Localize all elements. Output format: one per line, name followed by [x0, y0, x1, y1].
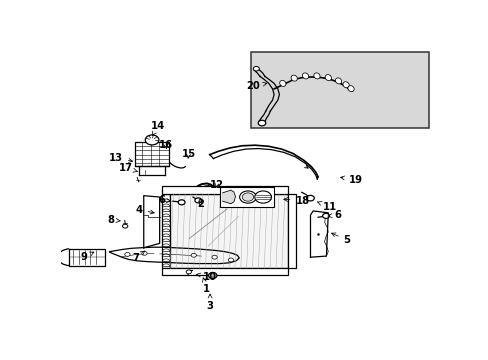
Text: 8: 8 [107, 215, 120, 225]
Text: 18: 18 [283, 195, 309, 206]
Circle shape [186, 270, 191, 274]
Text: 16: 16 [159, 140, 173, 150]
Text: 15: 15 [181, 149, 195, 159]
Text: 6: 6 [158, 195, 171, 205]
Circle shape [124, 252, 130, 256]
Polygon shape [222, 190, 235, 204]
Text: 2: 2 [197, 199, 204, 209]
Ellipse shape [347, 86, 353, 92]
Circle shape [208, 273, 217, 279]
Circle shape [145, 135, 159, 145]
Polygon shape [310, 211, 327, 257]
Circle shape [239, 191, 256, 203]
Circle shape [178, 200, 184, 205]
Circle shape [253, 67, 259, 71]
Text: 1: 1 [202, 278, 210, 293]
Bar [162, 194, 170, 268]
Bar [251, 51, 428, 128]
Text: 14: 14 [150, 121, 164, 135]
Ellipse shape [290, 75, 297, 81]
Circle shape [122, 224, 127, 228]
Ellipse shape [313, 73, 320, 79]
Text: 4: 4 [135, 204, 154, 215]
Ellipse shape [279, 80, 285, 86]
Circle shape [228, 258, 233, 262]
Bar [162, 268, 287, 275]
Text: 6: 6 [327, 210, 340, 220]
Bar [219, 186, 274, 207]
Circle shape [306, 195, 314, 201]
Bar [287, 194, 295, 268]
Circle shape [254, 191, 271, 203]
Text: 10: 10 [196, 271, 217, 282]
Circle shape [191, 253, 196, 257]
Text: 20: 20 [246, 81, 266, 91]
Circle shape [258, 120, 265, 126]
Text: 5: 5 [331, 233, 350, 245]
Ellipse shape [302, 73, 308, 79]
Circle shape [210, 274, 215, 277]
Circle shape [322, 213, 329, 219]
Polygon shape [143, 195, 159, 248]
Text: 12: 12 [209, 180, 223, 190]
Circle shape [211, 255, 217, 259]
Text: 9: 9 [80, 252, 94, 262]
Text: 19: 19 [340, 175, 362, 185]
Text: 17: 17 [118, 163, 138, 174]
Ellipse shape [342, 82, 348, 88]
Circle shape [195, 198, 202, 203]
Bar [162, 186, 287, 194]
Bar [170, 194, 287, 268]
Circle shape [142, 251, 147, 255]
Text: 11: 11 [317, 202, 336, 212]
Polygon shape [109, 247, 239, 264]
Ellipse shape [325, 75, 331, 81]
Ellipse shape [335, 78, 341, 84]
Text: 3: 3 [206, 294, 213, 311]
Text: 7: 7 [132, 251, 144, 263]
Text: 13: 13 [109, 153, 132, 163]
Bar [69, 249, 105, 266]
Bar [135, 142, 168, 166]
Circle shape [242, 193, 253, 201]
